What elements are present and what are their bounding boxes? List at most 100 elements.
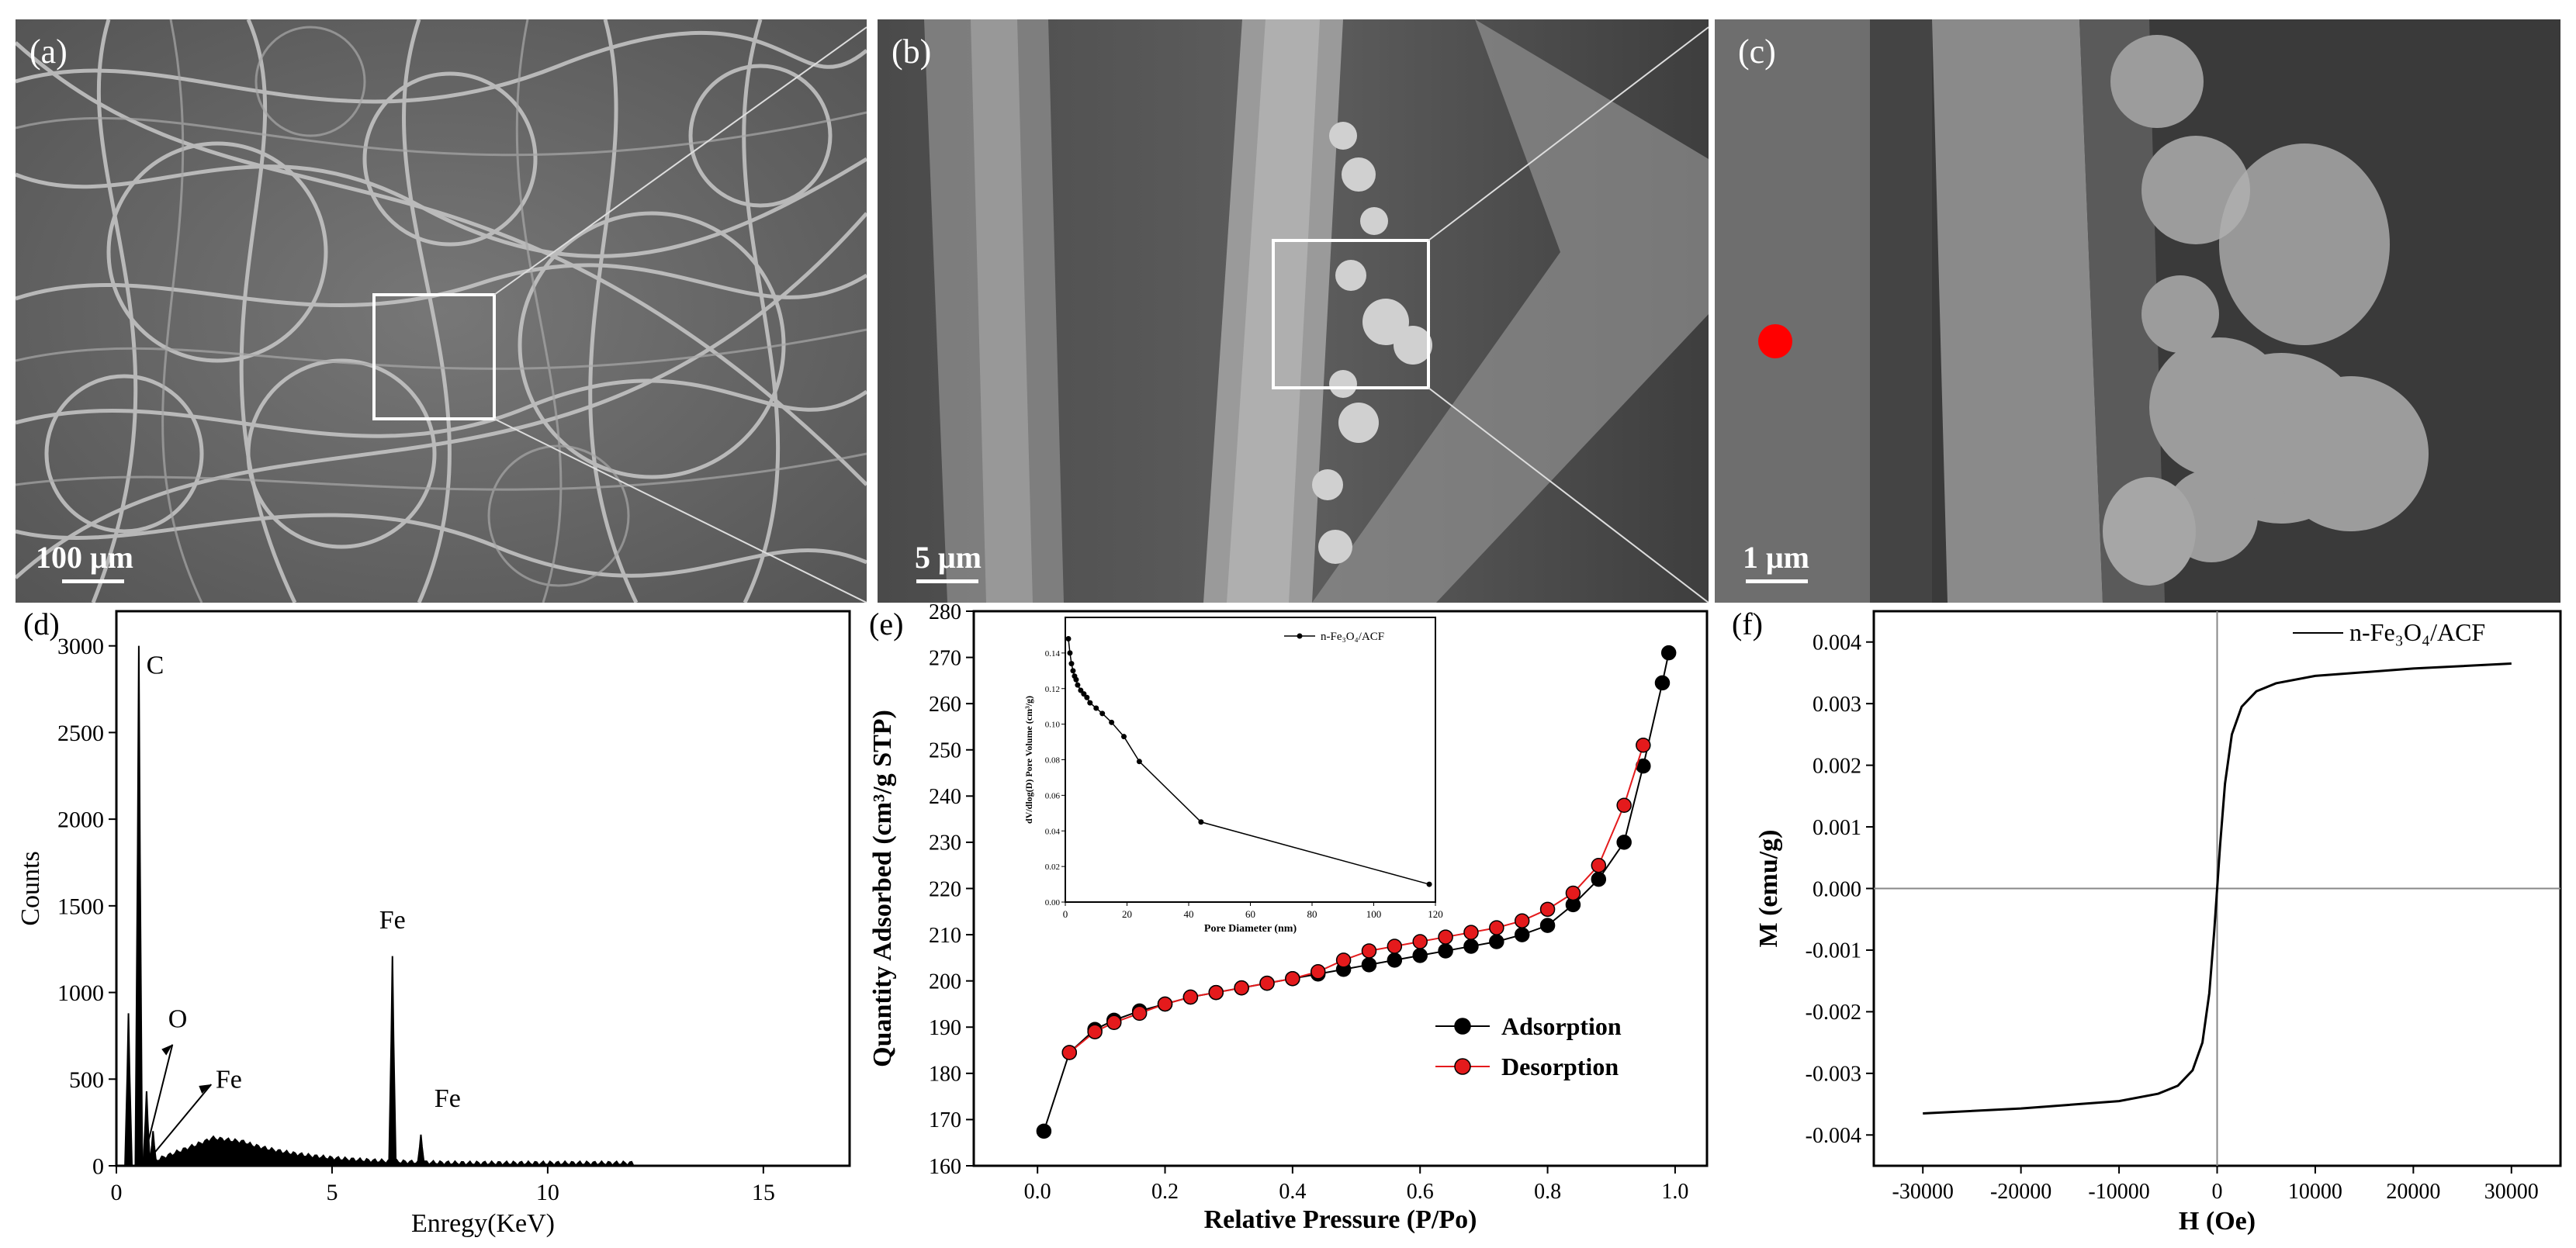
peak-label-fe-kb: Fe xyxy=(435,1084,461,1113)
y-tick-label: 180 xyxy=(929,1063,961,1087)
data-point-desorption xyxy=(1182,989,1199,1005)
data-point-desorption xyxy=(1310,964,1326,980)
x-tick-label: -10000 xyxy=(2088,1180,2149,1204)
hysteresis-loop-chart: -30000 -20000 -10000 0 10000 20000 30000 -0.004… xyxy=(1732,607,2562,1236)
sem-panel-c: (c) 1 μm xyxy=(1715,19,2560,603)
inset-data-point xyxy=(1198,819,1204,825)
peak-label-o: O xyxy=(168,1004,188,1033)
data-point-desorption xyxy=(1259,975,1275,991)
inset-y-tick-label: 0.10 xyxy=(1045,721,1061,730)
y-tick-label: 170 xyxy=(929,1108,961,1132)
chart-panel-e: 0.0 0.2 0.4 0.6 0.8 1.0 160 170 180 190 200 210 220 2… xyxy=(861,600,1723,1244)
inset-data-point xyxy=(1075,682,1081,688)
y-axis-label: Quantity Adsorbed (cm³/g STP) xyxy=(868,710,897,1067)
peak-label-fe-low: Fe xyxy=(216,1065,242,1094)
inset-x-tick-label: 60 xyxy=(1245,908,1255,920)
inset-x-tick-label: 40 xyxy=(1184,908,1194,920)
zoom-box-b xyxy=(1272,239,1430,389)
scalebar-a xyxy=(62,579,124,583)
scalebar-c xyxy=(1746,579,1808,583)
y-tick-label: -0.001 xyxy=(1806,939,1861,963)
inset-data-point xyxy=(1081,691,1087,697)
spectrum-peak xyxy=(416,1134,426,1167)
data-point-adsorption xyxy=(1654,675,1671,691)
scalebar-label-a: 100 μm xyxy=(36,540,133,575)
inset-data-point xyxy=(1065,636,1072,642)
y-tick-label: 0.001 xyxy=(1813,816,1861,840)
inset-y-tick-label: 0.06 xyxy=(1045,791,1061,800)
panel-label-a: (a) xyxy=(29,33,68,71)
data-point-adsorption xyxy=(1036,1123,1052,1139)
x-tick-label: 15 xyxy=(752,1180,775,1205)
inset-x-axis-label: Pore Diameter (nm) xyxy=(1204,923,1297,935)
y-tick-label: 200 xyxy=(929,970,961,994)
data-point-adsorption xyxy=(1361,957,1377,973)
inset-y-tick-label: 0.12 xyxy=(1045,685,1060,694)
data-point-desorption xyxy=(1087,1024,1103,1039)
data-point-adsorption xyxy=(1616,835,1632,850)
data-point-desorption xyxy=(1616,797,1632,813)
y-tick-label: 220 xyxy=(929,877,961,901)
chart-panel-d: 0 5 10 15 0 500 1000 1500 2000 2500 3000 Enregy(KeV… xyxy=(8,603,861,1244)
data-point-desorption xyxy=(1636,738,1651,753)
data-point-adsorption xyxy=(1514,927,1530,942)
x-tick-label: 0.8 xyxy=(1534,1180,1561,1204)
y-tick-label: 270 xyxy=(929,646,961,670)
x-axis-label: Relative Pressure (P/Po) xyxy=(1204,1205,1477,1234)
data-point-desorption xyxy=(1565,885,1581,901)
y-tick-label: 2000 xyxy=(57,807,104,833)
x-tick-label: 30000 xyxy=(2484,1180,2539,1204)
x-axis-label: H (Oe) xyxy=(2179,1207,2256,1236)
data-point-desorption xyxy=(1061,1045,1078,1060)
data-point-desorption xyxy=(1335,952,1352,968)
y-tick-label: 3000 xyxy=(57,634,104,659)
data-point-desorption xyxy=(1208,984,1224,1001)
inset-x-tick-label: 120 xyxy=(1428,908,1443,920)
panel-label-c: (c) xyxy=(1738,33,1776,71)
sem-panel-b: (b) 5 μm xyxy=(878,19,1709,603)
panel-label-d: (d) xyxy=(23,607,60,641)
legend-label-adsorption: Adsorption xyxy=(1501,1012,1622,1040)
data-point-desorption xyxy=(1285,970,1300,987)
x-tick-label: 0.4 xyxy=(1279,1180,1306,1204)
x-tick-label: 0.6 xyxy=(1407,1180,1434,1204)
y-tick-label: -0.004 xyxy=(1806,1124,1861,1148)
data-point-adsorption xyxy=(1539,918,1556,933)
x-tick-label: 10 xyxy=(536,1180,559,1205)
inset-data-point xyxy=(1084,694,1090,700)
spectrum-peak xyxy=(148,1131,158,1167)
x-tick-label: -30000 xyxy=(1892,1180,1954,1204)
arrow-head-o xyxy=(161,1044,173,1056)
inset-data-point xyxy=(1078,687,1084,693)
fiber-mesh-image xyxy=(16,19,867,603)
inset-data-point xyxy=(1136,759,1142,765)
data-point-adsorption xyxy=(1489,934,1504,949)
data-point-desorption xyxy=(1489,920,1504,935)
data-point-desorption xyxy=(1387,939,1403,954)
peak-label-fe-ka: Fe xyxy=(379,906,406,935)
data-point-desorption xyxy=(1591,857,1607,873)
scalebar-label-b: 5 μm xyxy=(915,540,982,575)
arrow-head-fe xyxy=(199,1084,212,1094)
x-tick-label: 0.0 xyxy=(1024,1180,1051,1204)
inset-data-point xyxy=(1109,719,1115,725)
particle-closeup-image xyxy=(1715,19,2560,603)
y-tick-label: 0.002 xyxy=(1813,754,1861,778)
inset-data-point xyxy=(1087,700,1093,706)
inset-y-tick-label: 0.04 xyxy=(1045,827,1061,836)
data-point-desorption xyxy=(1157,996,1173,1012)
data-point-desorption xyxy=(1412,934,1428,949)
data-point-adsorption xyxy=(1660,645,1677,661)
data-point-adsorption xyxy=(1463,939,1479,954)
y-tick-label: 0.003 xyxy=(1813,693,1861,717)
data-point-adsorption xyxy=(1438,943,1453,959)
y-tick-label: 240 xyxy=(929,785,961,809)
x-tick-label: 1.0 xyxy=(1661,1180,1688,1204)
y-tick-label: 1500 xyxy=(57,894,104,919)
inset-y-axis-label: dV/dlog(D) Pore Volume (cm³/g) xyxy=(1023,696,1034,824)
y-tick-label: -0.002 xyxy=(1806,1001,1861,1025)
legend-label-mh: n-Fe₃O₄/ACF xyxy=(2349,618,2485,646)
data-point-desorption xyxy=(1234,980,1249,996)
data-point-adsorption xyxy=(1387,952,1403,968)
x-tick-label: 10000 xyxy=(2288,1180,2342,1204)
